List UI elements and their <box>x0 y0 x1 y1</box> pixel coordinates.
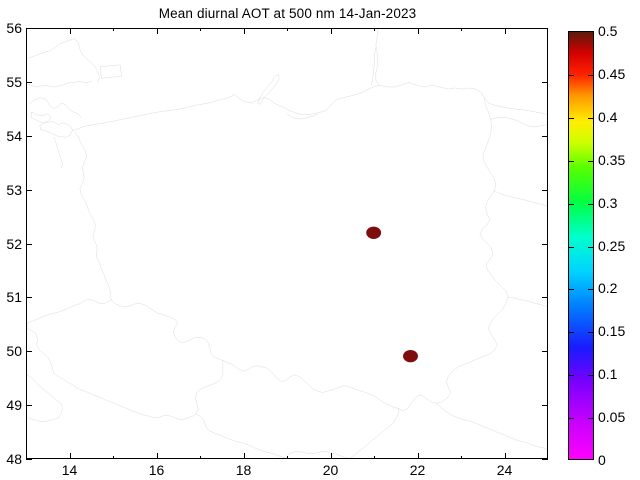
colorbar-tick-mark <box>569 74 574 76</box>
y-tick-mark <box>542 135 548 137</box>
x-minor-tick-mark <box>200 28 201 31</box>
y-tick-mark <box>26 459 32 460</box>
y-tick-mark <box>26 243 32 245</box>
colorbar-tick-mark <box>569 117 574 119</box>
y-tick-label: 55 <box>6 73 22 90</box>
colorbar-tick-mark <box>588 332 593 334</box>
x-minor-tick-mark <box>287 28 288 31</box>
colorbar-tick-label: 0.5 <box>598 23 618 39</box>
colorbar-tick-mark <box>569 375 574 377</box>
y-tick-mark <box>26 297 32 299</box>
y-tick-mark <box>542 81 548 83</box>
colorbar-tick-mark <box>569 203 574 205</box>
colorbar-tick-mark <box>588 117 593 119</box>
y-tick-mark <box>542 297 548 299</box>
colorbar-tick-label: 0.3 <box>598 194 618 211</box>
colorbar-tick-mark <box>588 289 593 291</box>
x-tick-label: 16 <box>148 462 165 478</box>
y-tick-label: 54 <box>6 127 22 144</box>
map-coastlines <box>27 29 547 458</box>
x-tick-mark <box>69 28 71 34</box>
colorbar-tick-label: 0.25 <box>598 237 626 254</box>
y-tick-mark <box>542 459 548 460</box>
y-tick-label: 50 <box>6 343 22 360</box>
x-tick-label: 18 <box>235 462 252 478</box>
x-minor-tick-mark <box>374 28 375 31</box>
y-tick-label: 56 <box>6 20 22 36</box>
x-tick-mark <box>504 453 506 459</box>
colorbar-tick-label: 0.35 <box>598 151 626 168</box>
x-minor-tick-mark <box>461 28 462 31</box>
colorbar-gradient <box>569 32 593 459</box>
x-tick-mark <box>156 28 158 34</box>
x-minor-tick-mark <box>113 28 114 31</box>
x-tick-mark <box>243 453 245 459</box>
y-tick-mark <box>26 351 32 353</box>
x-tick-label: 14 <box>61 462 78 478</box>
coastline-group <box>27 29 547 458</box>
data-point-strzyzow[interactable] <box>403 349 418 363</box>
y-tick-mark <box>542 243 548 245</box>
y-tick-mark <box>542 28 548 29</box>
colorbar[interactable] <box>568 31 594 460</box>
y-tick-label: 49 <box>6 397 22 414</box>
colorbar-tick-label: 0.2 <box>598 280 618 297</box>
colorbar-tick-mark <box>569 332 574 334</box>
data-point-warsaw[interactable] <box>366 226 382 239</box>
y-tick-label: 53 <box>6 181 22 198</box>
colorbar-tick-mark <box>588 160 593 162</box>
colorbar-tick-mark <box>588 74 593 76</box>
colorbar-tick-mark <box>588 418 593 420</box>
colorbar-tick-mark <box>588 246 593 248</box>
map-axes[interactable] <box>26 28 548 459</box>
x-tick-mark <box>330 28 332 34</box>
y-tick-mark <box>26 405 32 407</box>
x-tick-label: 22 <box>409 462 426 478</box>
colorbar-tick-mark <box>569 160 574 162</box>
page-title: Mean diurnal AOT at 500 nm 14-Jan-2023 <box>158 6 417 21</box>
x-minor-tick-mark <box>287 456 288 459</box>
y-tick-mark <box>542 405 548 407</box>
colorbar-tick-label: 0.15 <box>598 323 626 340</box>
y-tick-label: 48 <box>6 451 22 467</box>
colorbar-tick-mark <box>588 375 593 377</box>
x-tick-mark <box>417 453 419 459</box>
x-tick-mark <box>69 453 71 459</box>
colorbar-tick-label: 0.4 <box>598 108 618 125</box>
y-tick-mark <box>26 28 32 29</box>
colorbar-tick-mark <box>569 246 574 248</box>
x-minor-tick-mark <box>374 456 375 459</box>
colorbar-tick-label: 0.1 <box>598 366 618 383</box>
y-tick-mark <box>26 81 32 83</box>
y-tick-mark <box>542 351 548 353</box>
x-tick-mark <box>330 453 332 459</box>
colorbar-tick-mark <box>569 289 574 291</box>
y-tick-label: 51 <box>6 289 22 306</box>
y-tick-mark <box>26 135 32 137</box>
x-tick-mark <box>504 28 506 34</box>
colorbar-tick-label: 0.45 <box>598 65 626 82</box>
colorbar-tick-mark <box>588 203 593 205</box>
x-tick-mark <box>156 453 158 459</box>
x-tick-label: 24 <box>496 462 513 478</box>
x-tick-mark <box>417 28 419 34</box>
y-tick-mark <box>26 189 32 191</box>
x-tick-mark <box>243 28 245 34</box>
x-minor-tick-mark <box>461 456 462 459</box>
x-tick-label: 20 <box>322 462 339 478</box>
x-minor-tick-mark <box>113 456 114 459</box>
data-markers[interactable] <box>366 226 418 363</box>
y-tick-mark <box>542 189 548 191</box>
x-minor-tick-mark <box>200 456 201 459</box>
colorbar-tick-label: 0.05 <box>598 409 626 426</box>
y-tick-label: 52 <box>6 235 22 252</box>
colorbar-tick-label: 0 <box>598 452 606 468</box>
colorbar-tick-mark <box>569 418 574 420</box>
